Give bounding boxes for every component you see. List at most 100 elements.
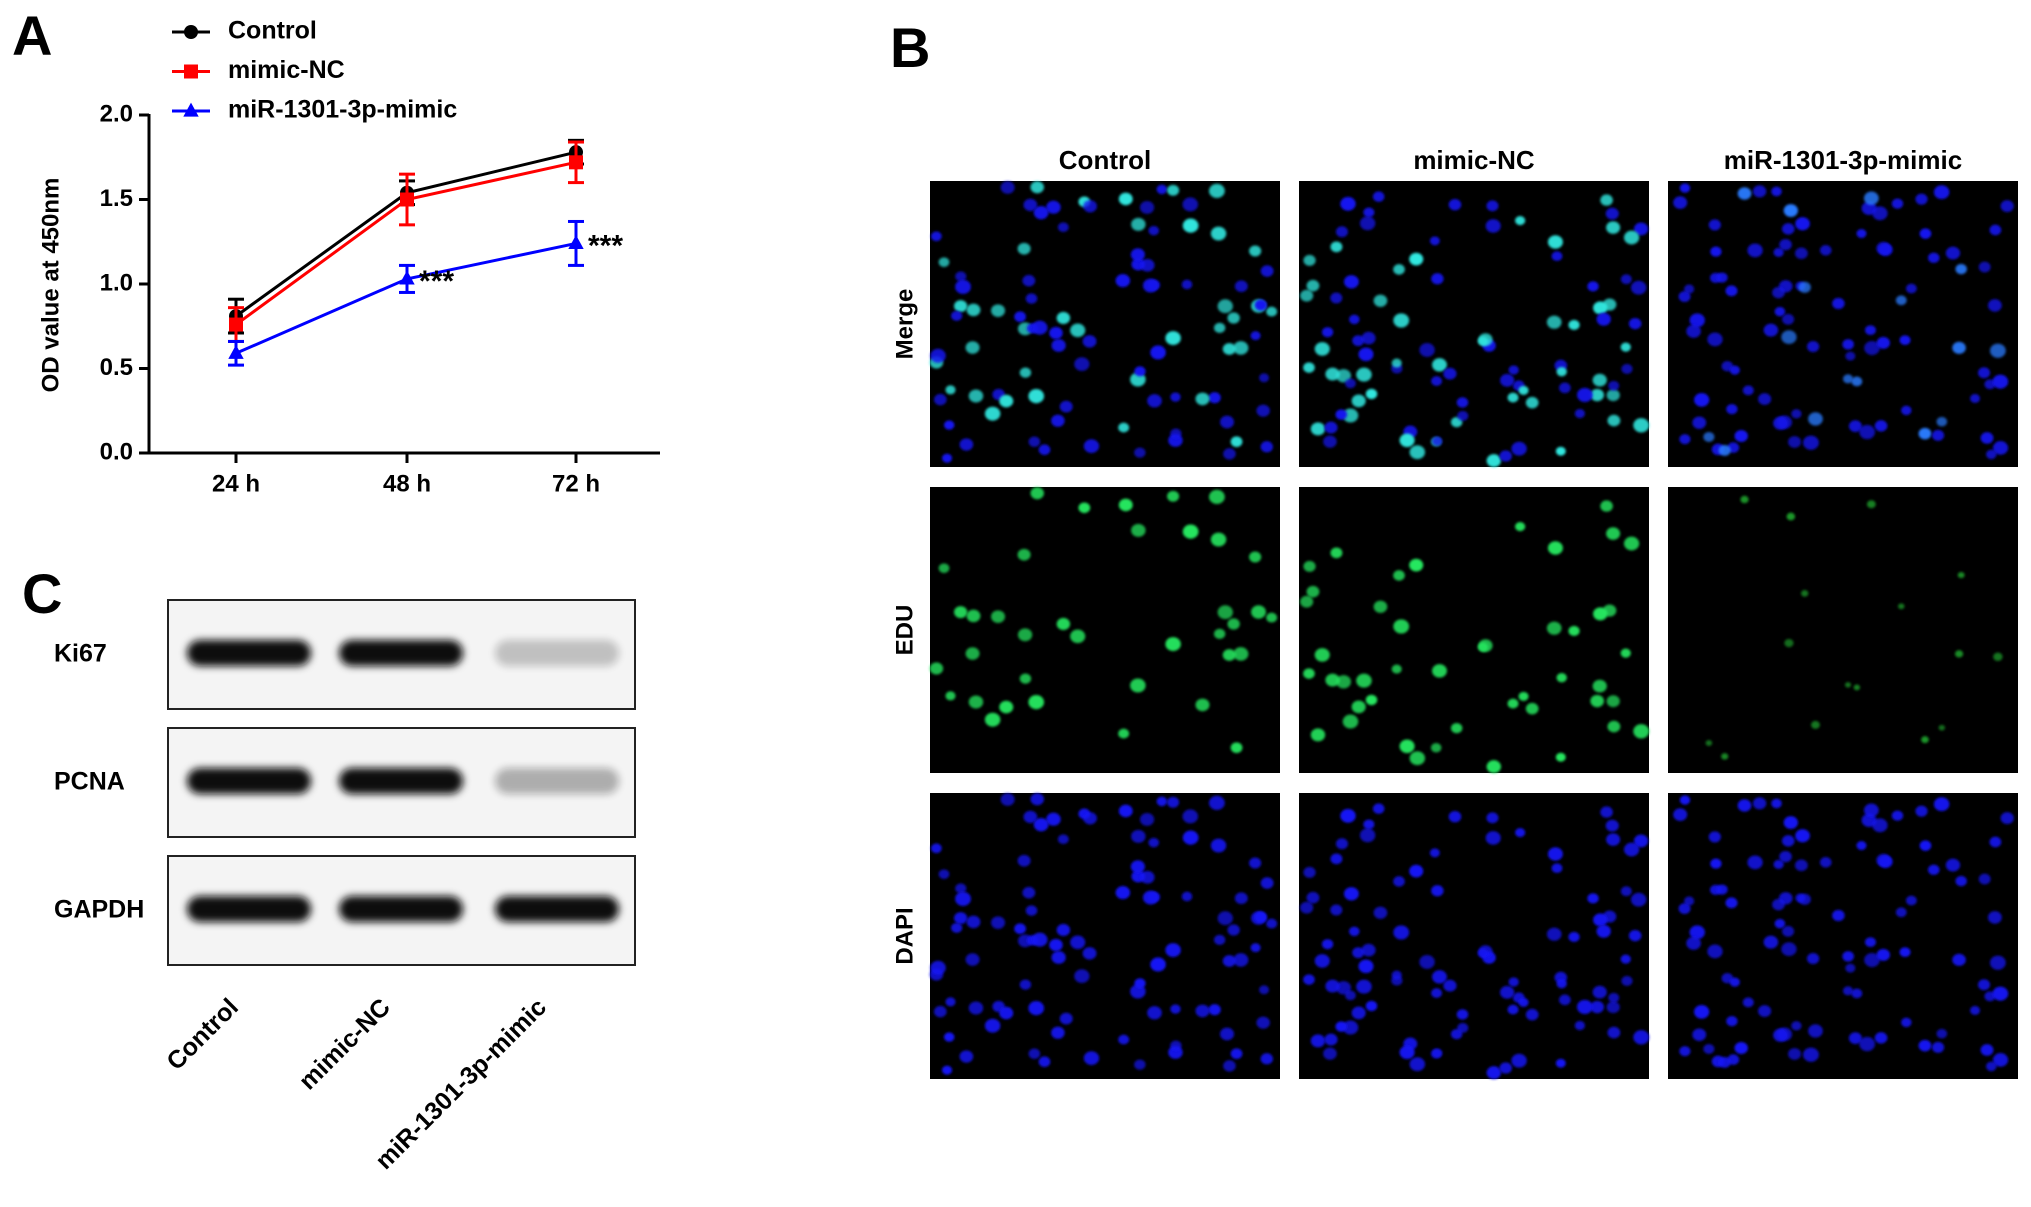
nucleus	[1486, 812, 1499, 824]
nucleus	[938, 563, 950, 574]
nucleus	[1140, 870, 1155, 884]
nucleus	[1321, 327, 1334, 338]
nucleus	[1518, 691, 1529, 701]
nucleus	[1499, 985, 1515, 999]
nucleus	[1686, 324, 1701, 338]
y-axis-title: OD value at 450nm	[37, 178, 64, 393]
nucleus	[1918, 1039, 1932, 1052]
nucleus	[1752, 185, 1767, 198]
nucleus	[1752, 797, 1767, 810]
nucleus	[1845, 351, 1856, 361]
nucleus	[1150, 957, 1166, 972]
nucleus	[1429, 236, 1440, 246]
nucleus	[1083, 812, 1097, 825]
nucleus	[1905, 895, 1917, 906]
nucleus	[1508, 977, 1519, 987]
nucleus	[1486, 200, 1499, 212]
nucleus	[1343, 887, 1359, 901]
nucleus	[1358, 959, 1374, 974]
nucleus	[1737, 187, 1752, 200]
nucleus	[1195, 392, 1210, 406]
nucleus	[1266, 306, 1278, 317]
nucleus	[1208, 183, 1225, 199]
nucleus	[1555, 752, 1566, 762]
nucleus	[1992, 986, 2009, 1001]
nucleus	[1633, 834, 1649, 848]
nucleus	[1874, 1032, 1888, 1044]
nucleus	[1432, 436, 1443, 446]
band	[187, 640, 311, 666]
nucleus	[1131, 829, 1146, 843]
nucleus	[1931, 429, 1945, 441]
nucleus	[1679, 183, 1691, 193]
nucleus	[1798, 281, 1811, 293]
nucleus	[1118, 1034, 1130, 1045]
nucleus	[1373, 294, 1388, 307]
nucleus	[955, 279, 971, 294]
nucleus	[1692, 416, 1707, 429]
nucleus	[1477, 642, 1489, 652]
marker	[569, 155, 583, 170]
y-tick-label: 2.0	[100, 100, 133, 127]
nucleus	[1335, 1021, 1348, 1032]
nucleus	[965, 953, 980, 966]
nucleus	[999, 1006, 1014, 1020]
nucleus	[1686, 936, 1701, 950]
nucleus	[1689, 925, 1705, 940]
nucleus	[984, 712, 1001, 727]
nucleus	[1342, 1020, 1359, 1035]
nucleus	[941, 1065, 953, 1075]
nucleus	[1977, 979, 1991, 991]
y-tick-label: 1.0	[100, 269, 133, 296]
nucleus	[1249, 857, 1262, 869]
row-label: DAPI	[891, 907, 918, 964]
nucleus	[1022, 886, 1036, 899]
nucleus	[1985, 449, 1997, 460]
micrograph	[1668, 181, 2018, 467]
nucleus	[1250, 331, 1261, 341]
nucleus	[1391, 664, 1402, 674]
micrograph-background	[1299, 793, 1649, 1079]
band	[339, 896, 463, 922]
nucleus	[1740, 495, 1749, 504]
nucleus	[1592, 985, 1607, 999]
nucleus	[1576, 999, 1593, 1015]
y-tick-label: 0.5	[100, 354, 133, 381]
nucleus	[1230, 436, 1243, 448]
nucleus	[1630, 280, 1647, 295]
nucleus	[1457, 410, 1469, 421]
nucleus	[1356, 979, 1372, 994]
panel-label: C	[22, 562, 62, 625]
nucleus	[1546, 621, 1562, 635]
nucleus	[1819, 245, 1832, 256]
nucleus	[1895, 907, 1907, 918]
nucleus	[1431, 885, 1444, 897]
nucleus	[1361, 943, 1376, 957]
nucleus	[1323, 435, 1337, 448]
nucleus	[1808, 412, 1823, 426]
protein-label: PCNA	[54, 768, 125, 796]
nucleus	[1254, 911, 1268, 923]
nucleus	[1028, 389, 1045, 404]
nucleus	[1985, 1061, 1997, 1072]
nucleus	[1864, 340, 1880, 356]
nucleus	[1938, 724, 1946, 731]
nucleus	[1017, 242, 1031, 255]
nucleus	[1630, 892, 1647, 907]
band	[339, 768, 463, 794]
nucleus	[930, 231, 942, 242]
nucleus	[1848, 420, 1862, 433]
nucleus	[941, 453, 953, 463]
nucleus	[1448, 198, 1462, 211]
band	[495, 768, 619, 794]
nucleus	[1249, 245, 1262, 257]
nucleus	[1993, 652, 2003, 662]
nucleus	[1844, 682, 1852, 688]
nucleus	[1679, 795, 1691, 805]
nucleus	[1525, 396, 1539, 409]
nucleus	[1348, 926, 1360, 937]
nucleus	[1692, 1028, 1707, 1041]
nucleus	[1025, 293, 1038, 304]
nucleus	[2000, 812, 2014, 825]
nucleus	[1182, 218, 1199, 233]
